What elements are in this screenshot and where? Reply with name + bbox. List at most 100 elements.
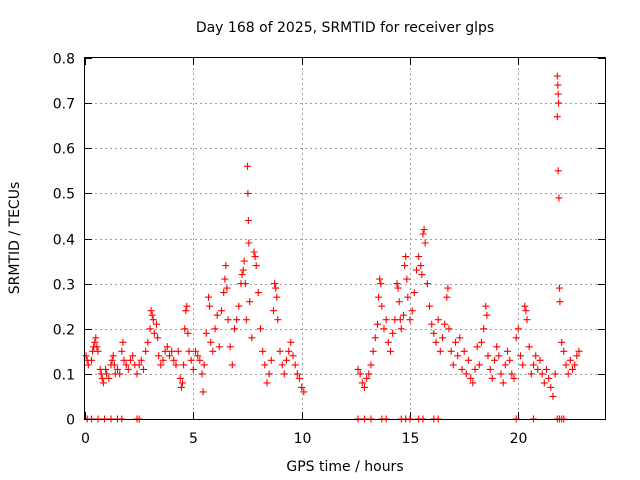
data-point: [180, 361, 188, 369]
data-point: [434, 316, 442, 324]
data-point: [462, 370, 470, 378]
data-point: [415, 253, 423, 261]
data-point: [147, 307, 155, 315]
data-point: [199, 388, 207, 396]
data-point: [554, 90, 562, 98]
data-point: [238, 271, 246, 279]
data-point: [384, 338, 392, 346]
data-point: [196, 356, 204, 364]
data-point: [274, 316, 282, 324]
data-point: [564, 370, 572, 378]
data-point: [244, 162, 251, 170]
data-point: [530, 361, 537, 369]
data-point: [523, 316, 531, 324]
data-point: [508, 370, 516, 378]
data-point: [394, 284, 402, 292]
data-point: [393, 280, 401, 288]
data-point: [569, 365, 576, 373]
data-point: [475, 361, 483, 369]
data-point: [135, 361, 143, 369]
data-point: [423, 280, 431, 288]
data-point: [272, 284, 280, 292]
data-point: [354, 365, 362, 373]
data-point: [545, 374, 553, 382]
data-point: [252, 262, 260, 270]
data-point: [94, 347, 102, 355]
data-point: [140, 365, 147, 373]
data-point: [376, 275, 384, 283]
data-point: [92, 334, 100, 342]
data-point: [103, 370, 111, 378]
data-point: [363, 374, 371, 382]
data-point: [484, 352, 492, 360]
data-point: [261, 361, 269, 369]
plot-frame: [84, 57, 606, 420]
data-point: [382, 316, 390, 324]
data-point: [172, 361, 180, 369]
data-point: [240, 257, 248, 265]
data-point: [198, 370, 206, 378]
data-point: [536, 356, 544, 364]
y-tick-label: 0.7: [53, 97, 75, 113]
data-point: [254, 289, 262, 297]
data-point: [259, 347, 267, 355]
data-point: [228, 361, 236, 369]
data-point: [469, 379, 477, 387]
data-point: [473, 343, 481, 351]
data-point: [168, 347, 176, 355]
data-point: [218, 307, 225, 315]
data-point: [144, 338, 152, 346]
x-tick-label: 0: [81, 431, 90, 447]
y-axis-label: SRMTID / TECUs: [7, 182, 23, 295]
data-point: [562, 361, 570, 369]
data-point: [300, 388, 308, 396]
data-point: [556, 298, 564, 306]
data-point: [460, 347, 468, 355]
data-point: [142, 347, 150, 355]
data-point: [88, 356, 95, 364]
data-point: [129, 352, 137, 360]
data-point: [375, 293, 383, 301]
data-point: [265, 370, 273, 378]
x-tick-label: 10: [294, 431, 312, 447]
data-point: [91, 338, 99, 346]
data-point: [575, 347, 583, 355]
data-point: [244, 217, 252, 224]
data-point: [367, 361, 375, 369]
data-point: [471, 365, 479, 373]
y-tick-label: 0.5: [53, 187, 75, 203]
x-tick-label: 15: [402, 431, 420, 447]
data-point: [154, 334, 162, 342]
data-point: [397, 325, 405, 333]
data-point: [223, 284, 231, 292]
data-point: [185, 347, 193, 355]
data-point: [551, 370, 559, 378]
data-point: [465, 356, 472, 364]
data-point: [497, 370, 505, 378]
data-point: [452, 338, 459, 346]
data-point: [421, 239, 429, 247]
data-point: [109, 352, 117, 360]
data-point: [404, 293, 412, 301]
data-point: [293, 370, 301, 378]
data-point: [239, 266, 247, 274]
y-tick-label: 0.3: [53, 278, 75, 294]
data-point: [403, 275, 411, 283]
data-point: [280, 370, 288, 378]
data-point: [447, 347, 455, 355]
data-point: [443, 293, 451, 301]
data-point: [244, 189, 252, 197]
data-point: [488, 374, 496, 382]
data-point: [102, 365, 110, 373]
data-point: [499, 379, 507, 387]
data-point: [289, 352, 297, 360]
data-point: [206, 302, 214, 310]
data-point: [402, 253, 410, 261]
data-point: [554, 81, 562, 89]
data-point: [369, 347, 377, 355]
data-point: [378, 302, 386, 310]
data-point: [401, 262, 409, 270]
data-point: [540, 379, 548, 387]
data-point: [519, 361, 527, 369]
